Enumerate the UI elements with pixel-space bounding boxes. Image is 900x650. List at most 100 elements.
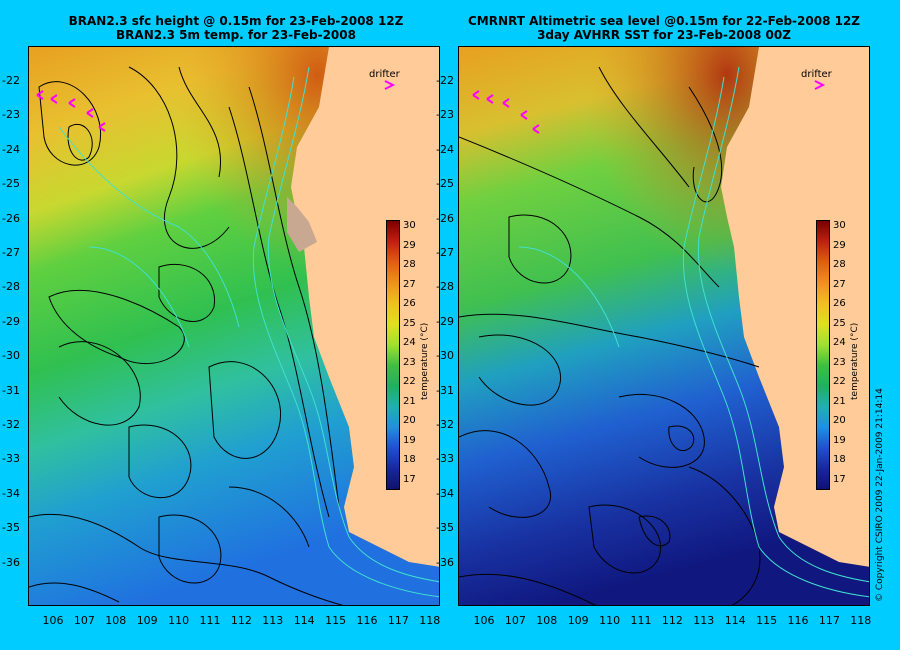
lat-label: -25 <box>2 177 20 191</box>
lat-label: -22 <box>2 74 20 87</box>
ssh-contours <box>29 66 344 605</box>
lon-label: 111 <box>199 614 221 627</box>
lon-label: 109 <box>136 614 158 627</box>
lat-label: -31 <box>2 383 20 397</box>
lat-label: -24 <box>436 142 454 156</box>
lon-label: 107 <box>504 614 526 627</box>
colorbar-scale <box>816 220 830 490</box>
lon-label: 113 <box>262 614 284 627</box>
left-map-panel: drifter <box>28 46 440 606</box>
lat-label: -36 <box>2 555 20 569</box>
colorbar-tick: 21 <box>403 395 416 407</box>
lat-label: -35 <box>436 521 454 535</box>
colorbar-tick: 25 <box>403 317 416 329</box>
drifter-legend-marker <box>384 80 396 90</box>
lon-label: 115 <box>325 614 347 627</box>
lon-label: 118 <box>419 614 441 627</box>
left-title-line1: BRAN2.3 sfc height @ 0.15m for 23-Feb-20… <box>68 14 404 28</box>
lat-label: -27 <box>2 246 20 259</box>
lon-label: 112 <box>661 614 683 627</box>
lat-label: -30 <box>436 349 454 363</box>
lat-label: -29 <box>2 314 20 328</box>
lat-label: -25 <box>436 177 454 191</box>
lon-label: 110 <box>599 614 621 627</box>
lat-label: -26 <box>436 211 454 225</box>
lat-label: -24 <box>2 142 20 156</box>
colorbar-title: temperature (°C) <box>850 322 860 400</box>
lat-label: -23 <box>2 108 20 122</box>
copyright-text: © Copyright CSIRO 2009 22-Jan-2009 21:14… <box>875 388 885 602</box>
colorbar-tick: 17 <box>403 473 416 485</box>
colorbar-title: temperature (°C) <box>420 322 430 400</box>
colorbar-tick: 27 <box>833 278 846 290</box>
colorbar-tick: 29 <box>403 239 416 251</box>
lat-label: -31 <box>436 383 454 397</box>
lon-label: 117 <box>818 614 840 627</box>
colorbar-tick: 20 <box>833 415 846 426</box>
isobath-lines <box>518 66 869 598</box>
lat-label: -34 <box>436 486 454 500</box>
drifter-track <box>472 90 540 134</box>
colorbar-tick: 19 <box>403 434 416 446</box>
colorbar-tick: 17 <box>833 473 846 485</box>
lat-label: -36 <box>436 555 454 569</box>
drifter-legend-marker <box>814 80 826 90</box>
right-sst-map <box>459 47 869 605</box>
colorbar-tick: 24 <box>403 337 416 348</box>
colorbar-tick: 18 <box>403 454 416 465</box>
colorbar-tick: 18 <box>833 454 846 465</box>
lon-label: 106 <box>42 614 64 627</box>
lat-label: -22 <box>436 74 454 87</box>
colorbar-tick: 28 <box>833 259 846 270</box>
lon-label: 111 <box>630 614 652 627</box>
lon-label: 116 <box>787 614 809 627</box>
lon-label: 114 <box>724 614 746 627</box>
isobath-lines <box>58 66 439 598</box>
colorbar-tick: 19 <box>833 434 846 446</box>
left-title-line2: BRAN2.3 5m temp. for 23-Feb-2008 <box>116 28 356 42</box>
lon-label: 108 <box>536 614 558 627</box>
colorbar-scale <box>386 220 400 490</box>
colorbar-tick: 24 <box>833 337 846 348</box>
colorbar-tick: 21 <box>833 395 846 407</box>
lon-label: 116 <box>356 614 378 627</box>
colorbar-tick: 26 <box>833 298 846 309</box>
lat-label: -34 <box>2 486 20 500</box>
left-sst-map <box>29 47 439 605</box>
lon-label: 106 <box>473 614 495 627</box>
shark-bay <box>287 197 317 252</box>
colorbar-tick: 23 <box>403 356 416 368</box>
lat-label: -32 <box>436 418 454 431</box>
lat-label: -33 <box>436 452 454 466</box>
lon-label: 110 <box>168 614 190 627</box>
colorbar-tick: 26 <box>403 298 416 309</box>
colorbar-tick: 22 <box>403 376 416 387</box>
drifter-track <box>36 90 106 132</box>
lon-label: 115 <box>756 614 778 627</box>
lat-label: -30 <box>2 349 20 363</box>
lat-label: -28 <box>436 280 454 294</box>
lon-label: 107 <box>73 614 95 627</box>
lon-label: 108 <box>105 614 127 627</box>
lat-label: -23 <box>436 108 454 122</box>
lon-label: 113 <box>693 614 715 627</box>
colorbar-tick: 23 <box>833 356 846 368</box>
lat-label: -29 <box>436 314 454 328</box>
lat-label: -33 <box>2 452 20 466</box>
colorbar-tick: 30 <box>403 220 416 231</box>
lat-label: -32 <box>2 418 20 431</box>
colorbar-tick: 25 <box>833 317 846 329</box>
colorbar-tick: 20 <box>403 415 416 426</box>
land-mass <box>291 47 439 567</box>
lon-label: 109 <box>567 614 589 627</box>
land-mass <box>721 47 869 567</box>
colorbar-tick: 30 <box>833 220 846 231</box>
lon-label: 112 <box>230 614 252 627</box>
left-drifter-label: drifter <box>369 69 400 80</box>
lon-label: 114 <box>293 614 315 627</box>
lat-label: -26 <box>2 211 20 225</box>
colorbar-tick: 28 <box>403 259 416 270</box>
lon-label: 118 <box>850 614 872 627</box>
right-title-line2: 3day AVHRR SST for 23-Feb-2008 00Z <box>537 28 791 42</box>
colorbar-tick: 22 <box>833 376 846 387</box>
